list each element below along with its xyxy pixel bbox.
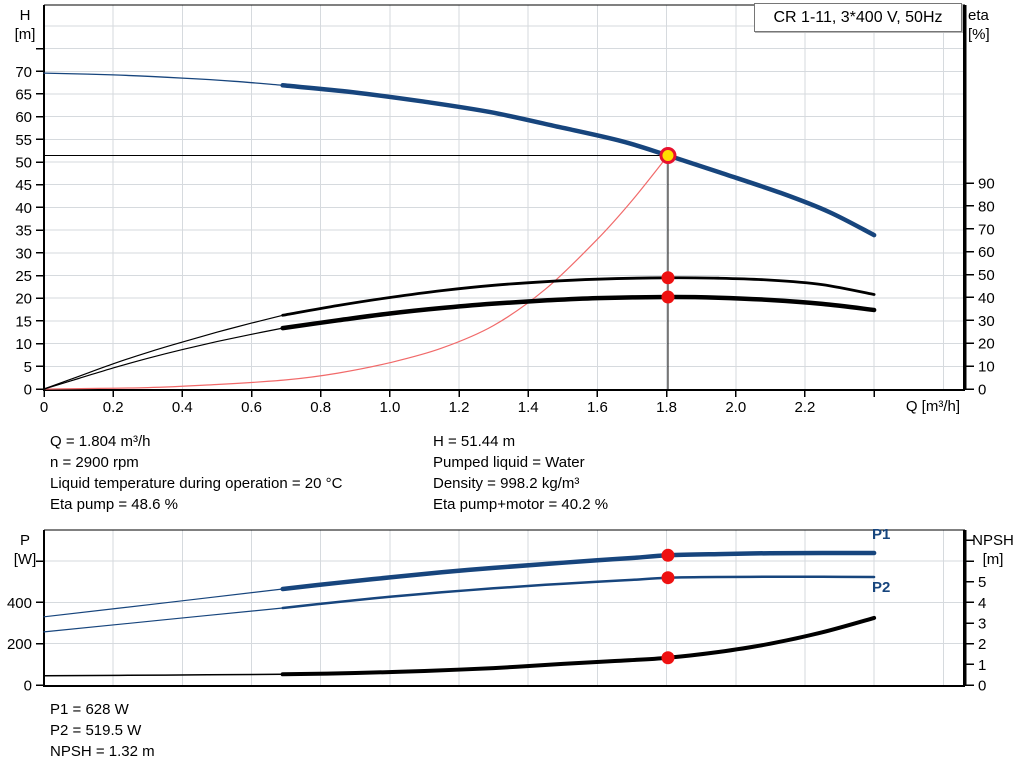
power-info-block: P1 = 628 W P2 = 519.5 W NPSH = 1.32 m bbox=[50, 699, 155, 762]
right-axis-tick-label: 1 bbox=[978, 657, 986, 674]
right-axis-tick-label: 5 bbox=[978, 574, 986, 591]
eta-pump-point bbox=[661, 271, 675, 285]
left-axis-tick-label: 65 bbox=[15, 86, 32, 103]
right-axis-tick-label: 40 bbox=[978, 290, 995, 307]
left-axis-tick-label: 400 bbox=[7, 595, 32, 612]
p2-curve-extension bbox=[43, 607, 284, 633]
left-axis-tick-label: 0 bbox=[24, 382, 32, 399]
left-axis-tick-label: 50 bbox=[15, 155, 32, 172]
h-axis-title-line2: [m] bbox=[14, 26, 36, 43]
left-axis-tick-label: 200 bbox=[7, 636, 32, 653]
eta-axis-title-line2: [%] bbox=[968, 26, 990, 43]
h-axis-title: H [m] bbox=[8, 6, 42, 44]
right-axis-tick-label: 80 bbox=[978, 198, 995, 215]
x-axis-tick-label: 1.0 bbox=[379, 399, 400, 416]
right-axis-tick-label: 50 bbox=[978, 267, 995, 284]
x-axis-tick-label: 0.2 bbox=[103, 399, 124, 416]
left-axis-tick-label: 30 bbox=[15, 245, 32, 262]
p2-point bbox=[661, 571, 675, 585]
p-axis-title-line1: P bbox=[19, 532, 30, 549]
system-curve bbox=[43, 154, 669, 390]
qh-curve-extension bbox=[43, 72, 284, 86]
eta-pump-curve bbox=[281, 276, 876, 317]
right-axis-tick-label: 20 bbox=[978, 336, 995, 353]
eta-pump-curve-extension bbox=[43, 314, 284, 390]
x-axis-tick-label: 0.8 bbox=[310, 399, 331, 416]
info-speed: n = 2900 rpm bbox=[50, 454, 139, 471]
p-axis-title: P [W] bbox=[8, 531, 42, 569]
info-density: Density = 998.2 kg/m³ bbox=[433, 475, 580, 492]
pump-designation-box: CR 1-11, 3*400 V, 50Hz bbox=[754, 3, 962, 32]
x-axis-tick-label: 1.8 bbox=[656, 399, 677, 416]
left-axis-tick-label: 55 bbox=[15, 132, 32, 149]
info-p2: P2 = 519.5 W bbox=[50, 722, 142, 739]
left-axis-tick-label: 70 bbox=[15, 64, 32, 81]
x-axis-tick-label: 2.0 bbox=[725, 399, 746, 416]
left-axis-tick-label: 10 bbox=[15, 336, 32, 353]
npsh-axis-title-line2: [m] bbox=[982, 551, 1004, 568]
left-axis-tick-label: 0 bbox=[24, 678, 32, 695]
h-axis-title-line1: H bbox=[19, 7, 31, 24]
info-head: H = 51.44 m bbox=[433, 433, 516, 450]
info-pumped-liquid: Pumped liquid = Water bbox=[433, 454, 585, 471]
right-axis-tick-label: 0 bbox=[978, 678, 986, 695]
right-axis-tick-label: 10 bbox=[978, 359, 995, 376]
eta-axis-title-line1: eta bbox=[968, 7, 989, 24]
x-axis-tick-label: 1.6 bbox=[587, 399, 608, 416]
x-axis-tick-label: 0.4 bbox=[172, 399, 193, 416]
info-flow: Q = 1.804 m³/h bbox=[50, 433, 151, 450]
p2-curve-label: P2 bbox=[872, 579, 891, 596]
x-axis-tick-label: 2.2 bbox=[795, 399, 816, 416]
right-axis-tick-label: 0 bbox=[978, 382, 986, 399]
eta-pump-motor-point bbox=[661, 290, 675, 304]
npsh-curve bbox=[280, 615, 877, 677]
left-axis-tick-label: 20 bbox=[15, 291, 32, 308]
eta-pump-motor-curve bbox=[280, 294, 877, 331]
left-axis-tick-label: 35 bbox=[15, 223, 32, 240]
info-p1: P1 = 628 W bbox=[50, 701, 129, 718]
p1-point bbox=[661, 548, 675, 562]
eta-axis-title: eta [%] bbox=[968, 6, 1016, 44]
right-axis-tick-label: 60 bbox=[978, 244, 995, 261]
right-axis-tick-label: 90 bbox=[978, 176, 995, 193]
eta-pump-motor-curve-extension bbox=[43, 327, 284, 390]
npsh-axis-title: NPSH [m] bbox=[964, 531, 1022, 569]
duty-point[interactable] bbox=[659, 147, 677, 165]
left-axis-tick-label: 45 bbox=[15, 177, 32, 194]
p1-curve bbox=[280, 550, 877, 592]
p2-curve bbox=[281, 575, 876, 610]
npsh-axis-title-line1: NPSH bbox=[972, 532, 1014, 549]
left-axis-tick-label: 60 bbox=[15, 109, 32, 126]
q-axis-unit-label: Q [m³/h] bbox=[905, 398, 960, 415]
p1-curve-label: P1 bbox=[872, 526, 891, 543]
info-npsh: NPSH = 1.32 m bbox=[50, 743, 155, 760]
right-axis-tick-label: 2 bbox=[978, 636, 986, 653]
left-axis-tick-label: 15 bbox=[15, 313, 32, 330]
right-axis-tick-label: 30 bbox=[978, 313, 995, 330]
left-axis-tick-label: 5 bbox=[24, 359, 32, 376]
info-eta-pump-motor: Eta pump+motor = 40.2 % bbox=[433, 496, 609, 513]
right-axis-tick-label: 4 bbox=[978, 595, 986, 612]
left-axis-tick-label: 25 bbox=[15, 268, 32, 285]
duty-info-left: Q = 1.804 m³/h n = 2900 rpm Liquid tempe… bbox=[50, 431, 342, 515]
info-liquid-temperature: Liquid temperature during operation = 20… bbox=[50, 475, 343, 492]
left-axis-tick-label: 40 bbox=[15, 200, 32, 217]
p-axis-title-line2: [W] bbox=[13, 551, 37, 568]
pump-designation-text: CR 1-11, 3*400 V, 50Hz bbox=[773, 8, 943, 26]
duty-info-right: H = 51.44 m Pumped liquid = Water Densit… bbox=[433, 431, 608, 515]
info-eta-pump: Eta pump = 48.6 % bbox=[50, 496, 178, 513]
npsh-curve-extension bbox=[43, 673, 284, 677]
x-axis-tick-label: 0.6 bbox=[241, 399, 262, 416]
qh-curve bbox=[280, 83, 877, 238]
npsh-point bbox=[661, 651, 675, 665]
right-axis-tick-label: 70 bbox=[978, 221, 995, 238]
right-axis-tick-label: 3 bbox=[978, 616, 986, 633]
p1-curve-extension bbox=[43, 588, 284, 618]
x-axis-tick-label: 0 bbox=[40, 399, 48, 416]
x-axis-tick-label: 1.2 bbox=[449, 399, 470, 416]
x-axis-tick-label: 1.4 bbox=[518, 399, 539, 416]
